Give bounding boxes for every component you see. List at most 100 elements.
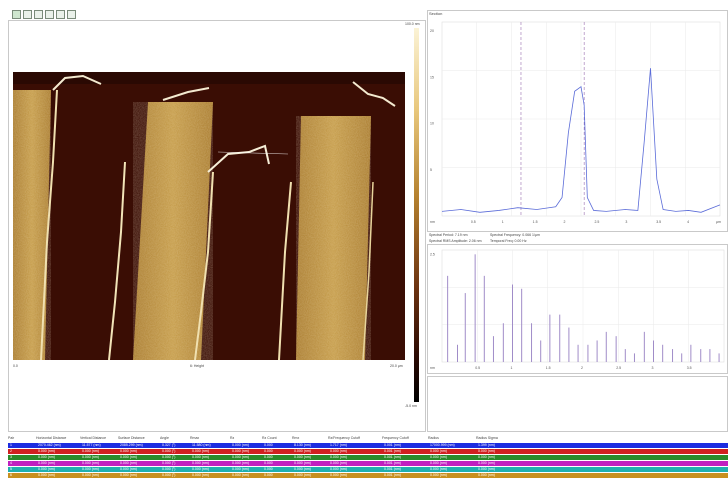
- table-row[interactable]: 5 0.000 (nm) 0.000 (nm) 0.000 (nm) 0.000 (°)…: [8, 467, 728, 472]
- table-cell: 1.399 (nm): [478, 443, 495, 447]
- table-cell: 0.000 (nm): [232, 473, 249, 477]
- table-cell: 0.000 (nm): [82, 467, 99, 471]
- table-cell: 0.000: [264, 473, 273, 477]
- table-header-cell: Radius Sigma: [476, 436, 498, 440]
- table-cell: 0.000 (°): [162, 449, 176, 453]
- section-x-tick: 0.5: [471, 220, 476, 224]
- table-cell: 2070.462 (nm): [38, 443, 61, 447]
- table-cell: 0.001 (nm): [384, 455, 401, 459]
- section-profile-line: [441, 68, 721, 213]
- section-x-tick: 2.5: [594, 220, 599, 224]
- table-cell: 0.000 (nm): [82, 461, 99, 465]
- table-cell: 0.000 (nm): [38, 467, 55, 471]
- table-cell: 0.000 (nm): [430, 455, 447, 459]
- table-cell: 0.000: [264, 449, 273, 453]
- table-cell: 4: [10, 461, 12, 465]
- table-cell: 0.000 (nm): [120, 449, 137, 453]
- table-header-cell: Rz/Frequency Cutoff: [328, 436, 361, 440]
- pointer-icon[interactable]: [23, 10, 32, 19]
- table-header-cell: Angle: [160, 436, 169, 440]
- table-cell: 0.000 (°): [162, 461, 176, 465]
- table-cell: 0.001 (nm): [384, 467, 401, 471]
- table-cell: 0.000 (nm): [82, 455, 99, 459]
- spectrum-x-tick: 2.5: [616, 366, 621, 370]
- table-header-cell: Frequency Cutoff: [382, 436, 409, 440]
- section-title: Section: [429, 11, 443, 16]
- table-cell: 0.001 (nm): [384, 449, 401, 453]
- table-row[interactable]: 1 2070.462 (nm) 11.577 (nm) 2085.299 (nm) 0.…: [8, 443, 728, 448]
- table-cell: 0.000 (nm): [478, 455, 495, 459]
- table-cell: 0.000 (°): [162, 455, 176, 459]
- section-y-tick: 10: [430, 122, 434, 126]
- table-cell: 2: [10, 449, 12, 453]
- table-cell: 0.000 (nm): [330, 455, 347, 459]
- section-x-tick: 4: [687, 220, 689, 224]
- table-cell: 0.001 (nm): [384, 473, 401, 477]
- table-cell: 0.000 (nm): [294, 449, 311, 453]
- table-cell: 0.000 (nm): [82, 473, 99, 477]
- table-cell: 0.000 (nm): [330, 461, 347, 465]
- spectral-frequency: Spectral Frequency: 0.066 1/µm: [490, 233, 540, 237]
- table-cell: 0.000 (nm): [38, 461, 55, 465]
- spectrum-y-tick: 2.5: [430, 252, 435, 256]
- temporal-frequency: Temporal Freq: 0.00 Hz: [490, 239, 527, 243]
- section-icon[interactable]: [34, 10, 43, 19]
- spectrum-plot[interactable]: 2.5 nm 0.5 1 1.5 2 2.5 3 3.5: [428, 246, 728, 372]
- table-cell: 6: [10, 473, 12, 477]
- table-cell: 0.000 (nm): [192, 467, 209, 471]
- spectral-period: Spectral Period: 7.19 nm: [429, 233, 468, 237]
- table-cell: 0.000 (nm): [430, 473, 447, 477]
- table-cell: 0.000 (nm): [192, 473, 209, 477]
- table-row[interactable]: 3 0.000 (nm) 0.000 (nm) 0.000 (nm) 0.000 (°)…: [8, 455, 728, 460]
- spectrum-x-tick: 3: [652, 366, 654, 370]
- table-cell: 0.000 (nm): [38, 455, 55, 459]
- table-cell: 0.000 (nm): [38, 449, 55, 453]
- table-cell: 0.000: [264, 461, 273, 465]
- scale-top-label: 100.0 nm: [405, 22, 420, 26]
- section-x-end: µm: [716, 220, 721, 224]
- table-cell: 0.000 (nm): [120, 473, 137, 477]
- table-cell: 0.000 (nm): [120, 461, 137, 465]
- spectrum-x-tick: 0.5: [475, 366, 480, 370]
- table-row[interactable]: 6 0.000 (nm) 0.000 (nm) 0.000 (nm) 0.000 (°)…: [8, 473, 728, 478]
- image-axis-right: 20.0 µm: [390, 364, 403, 368]
- line-icon[interactable]: [45, 10, 54, 19]
- table-cell: 0.000 (nm): [192, 455, 209, 459]
- table-cell: 0.000 (nm): [82, 449, 99, 453]
- table-cell: 0.000 (nm): [232, 461, 249, 465]
- table-header-cell: Rmax: [190, 436, 200, 440]
- ruler-icon[interactable]: [56, 10, 65, 19]
- table-cell: 0.000 (nm): [478, 449, 495, 453]
- table-cell: 0.000 (nm): [294, 461, 311, 465]
- section-plot[interactable]: 20 15 10 5 nm 0.5 1 1.5 2 2.5 3 3.5 4 µm: [428, 16, 728, 230]
- table-cell: 0.001 (nm): [384, 443, 401, 447]
- table-cell: 11.580 (nm): [192, 443, 211, 447]
- table-cell: 0.000 (nm): [330, 467, 347, 471]
- empty-panel: [427, 376, 728, 432]
- table-cell: 0.000 (nm): [478, 473, 495, 477]
- table-cell: 0.000 (nm): [430, 461, 447, 465]
- export-icon[interactable]: [67, 10, 76, 19]
- table-cell: 0.000 (nm): [192, 461, 209, 465]
- section-x-tick: 2: [564, 220, 566, 224]
- section-y-tick: 5: [430, 168, 432, 172]
- table-cell: 0.000 (nm): [232, 443, 249, 447]
- table-cell: 0.000 (nm): [294, 455, 311, 459]
- table-cell: 0.000 (nm): [232, 449, 249, 453]
- table-row[interactable]: 2 0.000 (nm) 0.000 (nm) 0.000 (nm) 0.000 (°)…: [8, 449, 728, 454]
- spectrum-x-tick: 1: [511, 366, 513, 370]
- section-x-unit: nm: [430, 220, 435, 224]
- table-header-cell: Horizontal Distance: [36, 436, 67, 440]
- table-cell: 0.000 (nm): [38, 473, 55, 477]
- height-image[interactable]: [13, 72, 405, 360]
- table-cell: 0.000 (°): [162, 473, 176, 477]
- table-cell: 0.000: [264, 443, 273, 447]
- table-row[interactable]: 4 0.000 (nm) 0.000 (nm) 0.000 (nm) 0.000 (°)…: [8, 461, 728, 466]
- table-cell: 0.000: [264, 467, 273, 471]
- table-cell: 1.717 (nm): [330, 443, 347, 447]
- table-cell: 0.000: [264, 455, 273, 459]
- zoom-in-icon[interactable]: [12, 10, 21, 19]
- spectrum-x-tick: 2: [581, 366, 583, 370]
- table-cell: 0.000 (°): [162, 467, 176, 471]
- table-cell: 0.000 (nm): [120, 467, 137, 471]
